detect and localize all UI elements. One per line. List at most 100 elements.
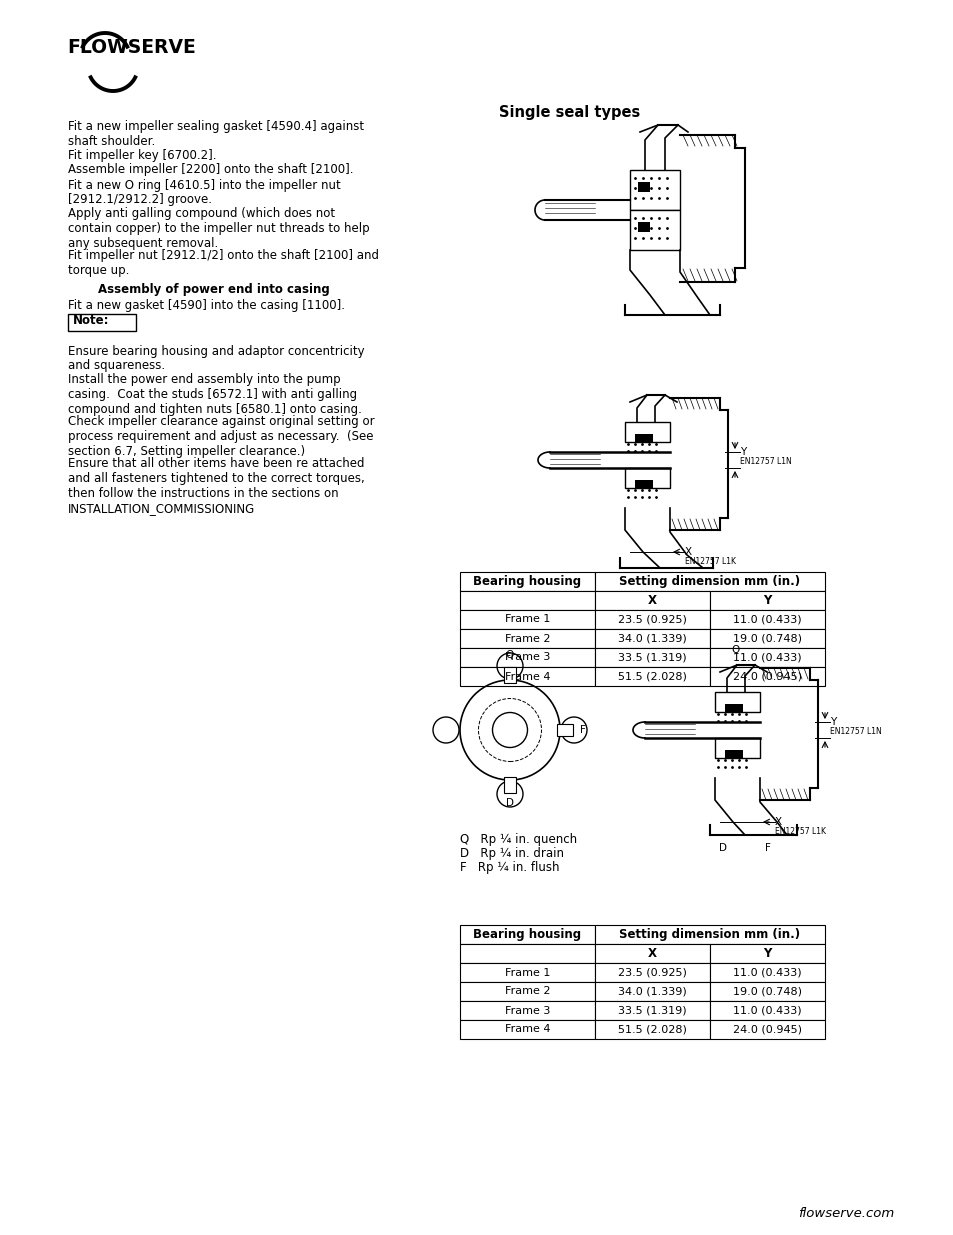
- Bar: [595, 1002, 709, 1020]
- Bar: [709, 648, 824, 667]
- Bar: [503, 667, 516, 683]
- Bar: [629, 170, 679, 210]
- Text: 33.5 (1.319): 33.5 (1.319): [618, 652, 686, 662]
- Bar: [709, 1002, 824, 1020]
- Bar: [709, 592, 824, 610]
- Text: Frame 3: Frame 3: [504, 1005, 550, 1015]
- Bar: [709, 963, 824, 982]
- Text: Frame 3: Frame 3: [504, 652, 550, 662]
- Bar: [714, 739, 760, 758]
- Text: F: F: [764, 844, 770, 853]
- Bar: [709, 629, 824, 648]
- Bar: [459, 572, 595, 592]
- Text: X: X: [647, 594, 657, 606]
- Text: Frame 4: Frame 4: [504, 1025, 550, 1035]
- Text: Install the power end assembly into the pump
casing.  Coat the studs [6572.1] wi: Install the power end assembly into the …: [68, 373, 361, 416]
- Text: Setting dimension mm (in.): Setting dimension mm (in.): [618, 927, 800, 941]
- Bar: [638, 222, 649, 232]
- Text: D   Rp ¼ in. drain: D Rp ¼ in. drain: [459, 847, 563, 860]
- Bar: [709, 610, 824, 629]
- Bar: [459, 610, 595, 629]
- Text: Apply anti galling compound (which does not
contain copper) to the impeller nut : Apply anti galling compound (which does …: [68, 207, 369, 249]
- Text: Fit a new gasket [4590] into the casing [1100].: Fit a new gasket [4590] into the casing …: [68, 299, 345, 311]
- Text: X: X: [647, 947, 657, 960]
- Bar: [459, 592, 595, 610]
- Text: EN12757 L1N: EN12757 L1N: [829, 727, 881, 736]
- Text: Ensure bearing housing and adaptor concentricity
and squareness.: Ensure bearing housing and adaptor conce…: [68, 345, 364, 373]
- Bar: [635, 480, 652, 488]
- Bar: [595, 925, 824, 944]
- Bar: [709, 944, 824, 963]
- Bar: [503, 777, 516, 793]
- Text: Q: Q: [505, 650, 514, 659]
- Text: F: F: [579, 725, 585, 735]
- Bar: [595, 963, 709, 982]
- Text: X: X: [684, 547, 691, 557]
- Bar: [595, 1020, 709, 1039]
- Text: 19.0 (0.748): 19.0 (0.748): [732, 634, 801, 643]
- Text: Q   Rp ¼ in. quench: Q Rp ¼ in. quench: [459, 832, 577, 846]
- Text: 51.5 (2.028): 51.5 (2.028): [618, 1025, 686, 1035]
- Text: Single seal types: Single seal types: [498, 105, 640, 120]
- Text: D: D: [505, 798, 514, 808]
- Text: Fit a new O ring [4610.5] into the impeller nut
[2912.1/2912.2] groove.: Fit a new O ring [4610.5] into the impel…: [68, 179, 340, 206]
- Text: 24.0 (0.945): 24.0 (0.945): [732, 672, 801, 682]
- Text: 33.5 (1.319): 33.5 (1.319): [618, 1005, 686, 1015]
- Bar: [595, 944, 709, 963]
- Bar: [459, 925, 595, 944]
- Text: 11.0 (0.433): 11.0 (0.433): [733, 652, 801, 662]
- Bar: [629, 210, 679, 249]
- Text: Ensure that all other items have been re attached
and all fasteners tightened to: Ensure that all other items have been re…: [68, 457, 364, 515]
- Text: EN12757 L1K: EN12757 L1K: [774, 827, 825, 836]
- Bar: [595, 572, 824, 592]
- Text: 11.0 (0.433): 11.0 (0.433): [733, 615, 801, 625]
- Text: Frame 4: Frame 4: [504, 672, 550, 682]
- Text: 51.5 (2.028): 51.5 (2.028): [618, 672, 686, 682]
- Text: Assemble impeller [2200] onto the shaft [2100].: Assemble impeller [2200] onto the shaft …: [68, 163, 354, 177]
- Text: 24.0 (0.945): 24.0 (0.945): [732, 1025, 801, 1035]
- Text: Y: Y: [740, 447, 745, 457]
- Bar: [595, 592, 709, 610]
- Bar: [624, 468, 669, 488]
- Bar: [557, 724, 573, 736]
- Text: D: D: [719, 844, 726, 853]
- Text: 34.0 (1.339): 34.0 (1.339): [618, 634, 686, 643]
- Text: Frame 2: Frame 2: [504, 987, 550, 997]
- Bar: [459, 667, 595, 685]
- Bar: [459, 1020, 595, 1039]
- Text: flowserve.com: flowserve.com: [797, 1207, 893, 1220]
- Text: 19.0 (0.748): 19.0 (0.748): [732, 987, 801, 997]
- Bar: [595, 610, 709, 629]
- Text: Check impeller clearance against original setting or
process requirement and adj: Check impeller clearance against origina…: [68, 415, 375, 458]
- Bar: [459, 648, 595, 667]
- Bar: [709, 1020, 824, 1039]
- Text: Bearing housing: Bearing housing: [473, 576, 581, 588]
- Bar: [459, 982, 595, 1002]
- Text: Fit impeller key [6700.2].: Fit impeller key [6700.2].: [68, 148, 216, 162]
- Bar: [595, 667, 709, 685]
- Bar: [624, 422, 669, 442]
- Bar: [635, 433, 652, 442]
- Bar: [724, 704, 742, 713]
- Text: Note:: Note:: [73, 315, 110, 327]
- Bar: [709, 667, 824, 685]
- Text: Bearing housing: Bearing housing: [473, 927, 581, 941]
- Text: EN12757 L1K: EN12757 L1K: [684, 557, 735, 567]
- Text: Assembly of power end into casing: Assembly of power end into casing: [98, 284, 330, 296]
- Bar: [595, 982, 709, 1002]
- Text: Fit a new impeller sealing gasket [4590.4] against
shaft shoulder.: Fit a new impeller sealing gasket [4590.…: [68, 120, 364, 148]
- Text: Fit impeller nut [2912.1/2] onto the shaft [2100] and
torque up.: Fit impeller nut [2912.1/2] onto the sha…: [68, 249, 378, 277]
- Text: Frame 2: Frame 2: [504, 634, 550, 643]
- Text: 11.0 (0.433): 11.0 (0.433): [733, 1005, 801, 1015]
- Text: 23.5 (0.925): 23.5 (0.925): [618, 967, 686, 977]
- Text: EN12757 L1N: EN12757 L1N: [740, 457, 791, 467]
- Text: FLOWSERVE: FLOWSERVE: [67, 38, 195, 57]
- Bar: [459, 944, 595, 963]
- Text: 34.0 (1.339): 34.0 (1.339): [618, 987, 686, 997]
- Text: X: X: [774, 818, 781, 827]
- Text: 23.5 (0.925): 23.5 (0.925): [618, 615, 686, 625]
- Text: Frame 1: Frame 1: [504, 615, 550, 625]
- Bar: [709, 982, 824, 1002]
- Text: Setting dimension mm (in.): Setting dimension mm (in.): [618, 576, 800, 588]
- Bar: [595, 629, 709, 648]
